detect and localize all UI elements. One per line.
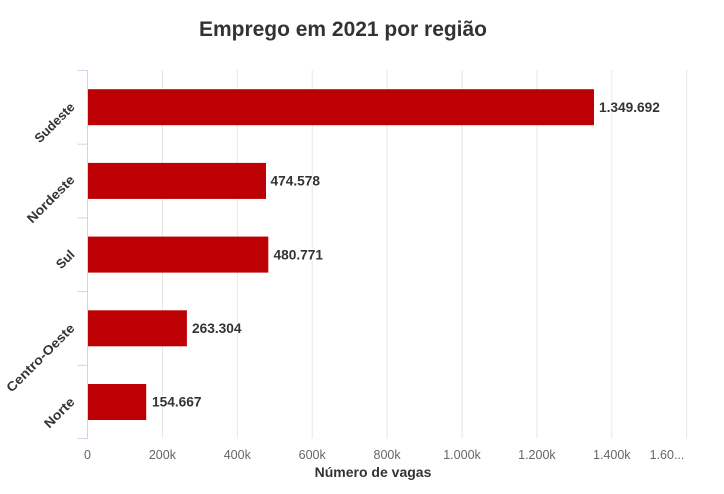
svg-text:Número de vagas: Número de vagas <box>315 464 432 480</box>
svg-text:Emprego em 2021 por região: Emprego em 2021 por região <box>199 17 487 41</box>
svg-text:400k: 400k <box>224 448 252 462</box>
svg-text:600k: 600k <box>299 448 327 462</box>
svg-text:263.304: 263.304 <box>192 321 242 336</box>
svg-text:200k: 200k <box>149 448 177 462</box>
svg-text:0: 0 <box>84 448 91 462</box>
svg-text:154.667: 154.667 <box>152 395 202 410</box>
svg-text:474.578: 474.578 <box>271 174 321 189</box>
svg-text:480.771: 480.771 <box>274 247 324 262</box>
svg-text:1.349.692: 1.349.692 <box>599 100 660 115</box>
svg-text:1.200k: 1.200k <box>518 448 556 462</box>
svg-text:1.000k: 1.000k <box>443 448 481 462</box>
svg-text:1.60...: 1.60... <box>650 448 685 462</box>
svg-text:1.400k: 1.400k <box>593 448 631 462</box>
svg-text:800k: 800k <box>374 448 402 462</box>
